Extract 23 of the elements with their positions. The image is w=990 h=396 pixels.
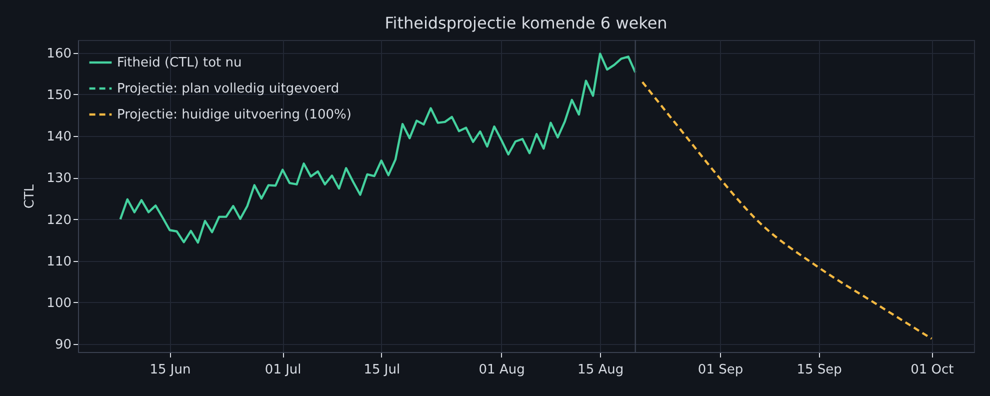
y-axis-title: CTL: [22, 184, 38, 209]
x-tick-label: 01 Jul: [264, 362, 302, 378]
x-tick-label: 01 Sep: [698, 362, 744, 378]
y-tick-label: 130: [46, 171, 72, 186]
y-tick-label: 140: [46, 130, 72, 145]
legend-label: Projectie: plan volledig uitgevoerd: [117, 82, 340, 96]
x-tick-label: 15 Aug: [578, 362, 624, 378]
y-tick-label: 160: [46, 46, 72, 62]
line-series: [641, 80, 933, 340]
legend-label: Fitheid (CTL) tot nu: [117, 56, 242, 70]
y-tick-label: 90: [54, 338, 72, 353]
x-tick-label: 15 Jun: [150, 362, 191, 378]
x-tick-label: 01 Aug: [478, 362, 525, 378]
y-tick-label: 120: [46, 212, 72, 228]
y-tick-label: 110: [46, 254, 72, 270]
legend-label: Projectie: huidige uitvoering (100%): [117, 108, 352, 122]
x-tick-label: 01 Oct: [910, 362, 954, 378]
x-tick-label: 15 Jul: [364, 362, 400, 378]
line-series: [119, 52, 636, 244]
y-tick-label: 100: [46, 296, 72, 311]
x-tick-label: 15 Sep: [796, 362, 842, 378]
y-tick-label: 150: [46, 88, 72, 103]
chart-title: Fitheidsprojectie komende 6 weken: [384, 13, 668, 32]
